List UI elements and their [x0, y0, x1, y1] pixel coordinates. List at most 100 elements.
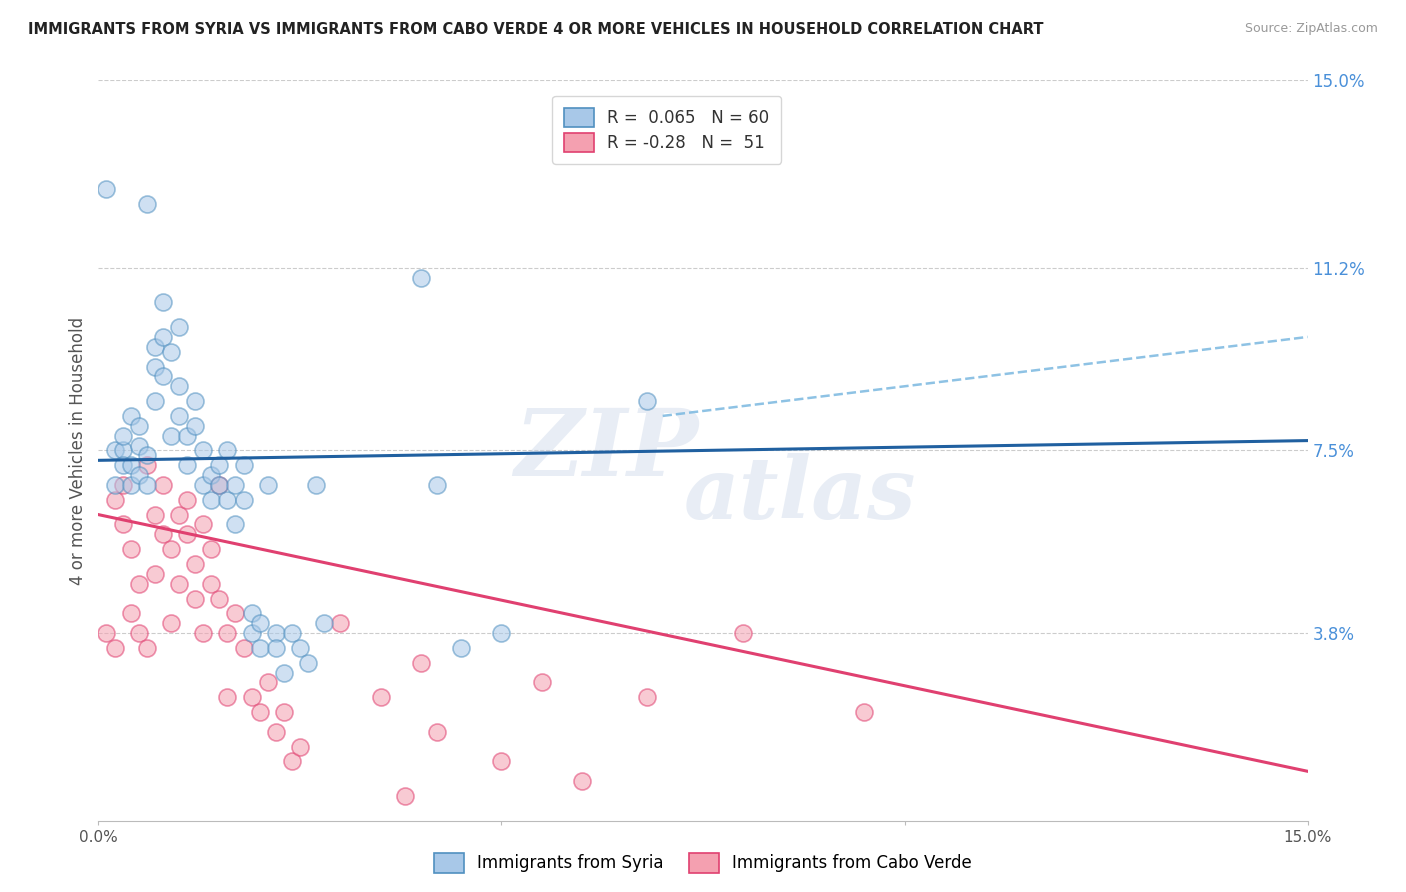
Point	[120, 458, 142, 473]
Point	[167, 379, 190, 393]
Point	[273, 705, 295, 719]
Point	[176, 458, 198, 473]
Text: Source: ZipAtlas.com: Source: ZipAtlas.com	[1244, 22, 1378, 36]
Point	[409, 270, 432, 285]
Point	[103, 492, 125, 507]
Point	[200, 576, 222, 591]
Point	[135, 640, 157, 655]
Point	[128, 576, 150, 591]
Point	[224, 517, 246, 532]
Point	[217, 443, 239, 458]
Point	[193, 443, 215, 458]
Point	[256, 478, 278, 492]
Point	[160, 616, 183, 631]
Point	[184, 418, 207, 433]
Legend: R =  0.065   N = 60, R = -0.28   N =  51: R = 0.065 N = 60, R = -0.28 N = 51	[553, 96, 782, 164]
Point	[128, 468, 150, 483]
Point	[249, 705, 271, 719]
Point	[96, 182, 118, 196]
Point	[264, 626, 287, 640]
Point	[240, 690, 263, 705]
Point	[200, 542, 222, 557]
Point	[264, 640, 287, 655]
Text: atlas: atlas	[683, 453, 915, 537]
Point	[176, 527, 198, 541]
Point	[571, 774, 593, 789]
Point	[394, 789, 416, 803]
Point	[176, 492, 198, 507]
Point	[184, 591, 207, 606]
Point	[135, 196, 157, 211]
Point	[120, 542, 142, 557]
Point	[143, 340, 166, 354]
Point	[152, 295, 174, 310]
Point	[305, 478, 328, 492]
Point	[111, 443, 134, 458]
Point	[273, 665, 295, 680]
Point	[128, 438, 150, 452]
Point	[217, 492, 239, 507]
Point	[450, 640, 472, 655]
Point	[208, 458, 231, 473]
Point	[103, 478, 125, 492]
Point	[184, 394, 207, 409]
Point	[152, 527, 174, 541]
Point	[240, 626, 263, 640]
Point	[314, 616, 336, 631]
Point	[143, 359, 166, 374]
Point	[135, 458, 157, 473]
Point	[152, 369, 174, 384]
Point	[96, 626, 118, 640]
Point	[167, 320, 190, 334]
Point	[184, 557, 207, 571]
Point	[152, 330, 174, 344]
Point	[329, 616, 352, 631]
Point	[193, 517, 215, 532]
Point	[135, 478, 157, 492]
Point	[240, 607, 263, 621]
Point	[232, 640, 254, 655]
Point	[217, 626, 239, 640]
Text: IMMIGRANTS FROM SYRIA VS IMMIGRANTS FROM CABO VERDE 4 OR MORE VEHICLES IN HOUSEH: IMMIGRANTS FROM SYRIA VS IMMIGRANTS FROM…	[28, 22, 1043, 37]
Point	[103, 640, 125, 655]
Point	[135, 449, 157, 463]
Point	[208, 591, 231, 606]
Point	[200, 468, 222, 483]
Point	[636, 690, 658, 705]
Point	[297, 656, 319, 670]
Point	[224, 478, 246, 492]
Point	[176, 428, 198, 442]
Point	[200, 492, 222, 507]
Point	[128, 418, 150, 433]
Point	[426, 724, 449, 739]
Point	[256, 675, 278, 690]
Point	[111, 428, 134, 442]
Point	[143, 566, 166, 581]
Point	[853, 705, 876, 719]
Point	[281, 626, 304, 640]
Point	[152, 478, 174, 492]
Point	[167, 576, 190, 591]
Y-axis label: 4 or more Vehicles in Household: 4 or more Vehicles in Household	[69, 317, 87, 584]
Point	[120, 607, 142, 621]
Point	[636, 394, 658, 409]
Point	[128, 626, 150, 640]
Point	[232, 458, 254, 473]
Point	[426, 478, 449, 492]
Point	[491, 755, 513, 769]
Point	[160, 428, 183, 442]
Point	[103, 443, 125, 458]
Point	[143, 508, 166, 522]
Point	[167, 409, 190, 423]
Point	[143, 394, 166, 409]
Point	[193, 626, 215, 640]
Point	[120, 409, 142, 423]
Point	[111, 517, 134, 532]
Point	[281, 755, 304, 769]
Point	[167, 508, 190, 522]
Text: ZIP: ZIP	[515, 406, 699, 495]
Point	[491, 626, 513, 640]
Point	[264, 724, 287, 739]
Point	[249, 640, 271, 655]
Point	[111, 478, 134, 492]
